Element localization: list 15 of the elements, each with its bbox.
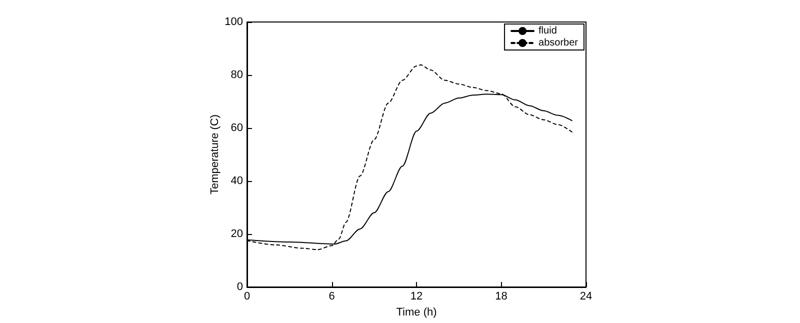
x-tick-label: 0 <box>244 290 250 302</box>
y-tick-label: 60 <box>230 122 243 134</box>
legend-label: absorber <box>538 38 579 48</box>
x-tick-label: 6 <box>328 290 335 302</box>
y-axis-title: Temperature (C) <box>209 114 222 195</box>
y-tick-label: 80 <box>230 69 243 81</box>
legend-label: fluid <box>538 26 557 36</box>
x-tick-label: 24 <box>580 290 592 302</box>
y-tick-label: 100 <box>224 16 243 28</box>
y-tick-label: 0 <box>236 281 243 293</box>
y-tick-label: 20 <box>230 228 243 240</box>
x-tick-label: 12 <box>410 290 423 302</box>
x-tick-label: 18 <box>495 290 508 302</box>
x-axis-title: Time (h) <box>396 306 437 318</box>
y-tick-label: 40 <box>230 175 243 187</box>
